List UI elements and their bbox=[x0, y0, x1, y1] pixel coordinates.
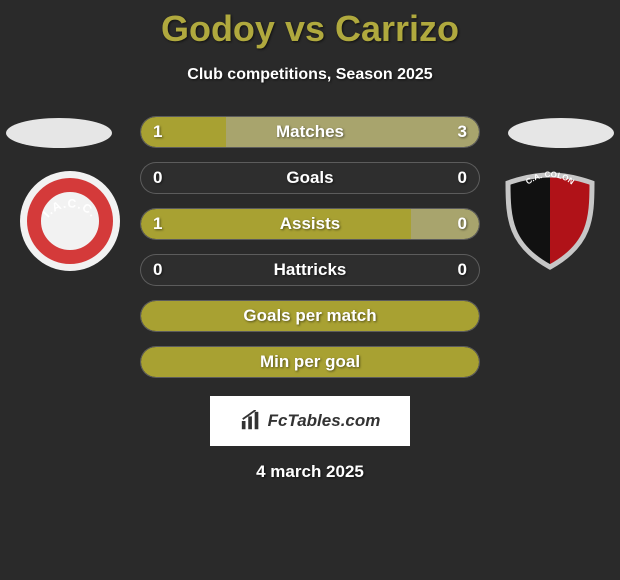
watermark: FcTables.com bbox=[210, 396, 410, 446]
stat-row: 13Matches bbox=[140, 116, 480, 148]
stat-row: 10Assists bbox=[140, 208, 480, 240]
stat-label: Assists bbox=[141, 214, 479, 234]
stat-label: Goals bbox=[141, 168, 479, 188]
stat-row: 00Goals bbox=[140, 162, 480, 194]
team-right-logo: C.A. COLON bbox=[500, 171, 600, 271]
stat-row: Goals per match bbox=[140, 300, 480, 332]
subtitle: Club competitions, Season 2025 bbox=[0, 66, 620, 84]
page-title: Godoy vs Carrizo bbox=[0, 0, 620, 50]
watermark-text: FcTables.com bbox=[268, 411, 381, 431]
chart-icon bbox=[240, 410, 262, 432]
team-right-shield-svg: C.A. COLON bbox=[500, 171, 600, 271]
stat-label: Matches bbox=[141, 122, 479, 142]
team-left-shield-svg: I.A.C.C. bbox=[20, 171, 120, 271]
stat-row: Min per goal bbox=[140, 346, 480, 378]
team-left-base-ellipse bbox=[6, 118, 112, 148]
stats-bars: 13Matches 00Goals 10Assists 00Hattricks Goal… bbox=[140, 116, 480, 378]
comparison-content: I.A.C.C. C.A. COLON 13Matches 00Goals 10As… bbox=[0, 116, 620, 482]
team-left-shield: I.A.C.C. bbox=[20, 171, 120, 271]
stat-label: Hattricks bbox=[141, 260, 479, 280]
stat-label: Goals per match bbox=[141, 306, 479, 326]
stat-label: Min per goal bbox=[141, 352, 479, 372]
team-left-logo: I.A.C.C. bbox=[20, 171, 120, 271]
team-right-base-ellipse bbox=[508, 118, 614, 148]
stat-row: 00Hattricks bbox=[140, 254, 480, 286]
date-text: 4 march 2025 bbox=[0, 462, 620, 482]
